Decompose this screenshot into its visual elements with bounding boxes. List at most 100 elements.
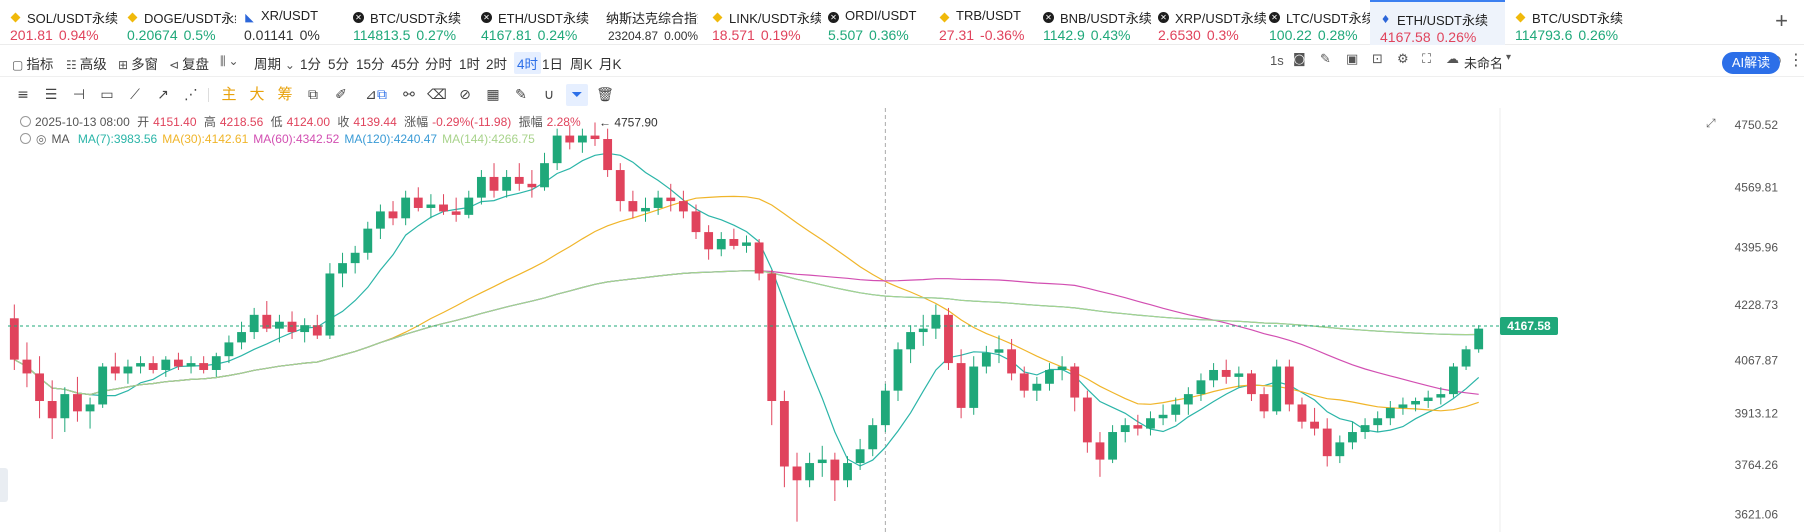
ticker-name: BTC/USDT永续 [1532, 11, 1624, 26]
chart-type-button[interactable]: ⫼ ⌄ [220, 53, 242, 69]
eraser-icon[interactable]: ⌫ [427, 87, 447, 103]
more-lines-icon[interactable]: ⋰ [184, 87, 198, 103]
replay-button[interactable]: ⊲ 复盘 [169, 57, 210, 72]
horizontal-ray-icon[interactable]: ⊣ [72, 87, 86, 103]
interval-button[interactable]: 4时 [514, 52, 542, 74]
chevron-down-icon: ⌄ [281, 58, 295, 72]
edit-icon[interactable]: ✎ [1320, 52, 1331, 67]
ticker-price: 4167.81 [481, 27, 532, 43]
calendar-icon[interactable]: ▦ [486, 87, 500, 103]
interval-button[interactable]: 1时 [459, 57, 481, 72]
lock-icon[interactable]: ⊘ [459, 87, 471, 103]
ticker-change: 0.28% [1317, 27, 1358, 43]
ticker-quote: 100.22 0.28% [1269, 27, 1358, 43]
ticker-6[interactable]: LINK/USDT永续 18.571 0.19% [702, 0, 821, 45]
interval-button[interactable]: 1分 [300, 57, 322, 72]
edit-icon[interactable]: ✎ [515, 87, 527, 103]
advanced-button[interactable]: ☷ 高级 [66, 57, 107, 72]
ticker-quote: 0.01141 0% [244, 27, 320, 43]
interval-button[interactable]: 周K [570, 57, 593, 72]
candle-body [729, 238, 739, 246]
window-icon[interactable]: ▣ [1346, 52, 1359, 67]
interval-button[interactable]: 2时 [486, 57, 508, 72]
candle-body [1095, 442, 1105, 460]
ticker-change: 0.24% [537, 27, 578, 43]
interval-button[interactable]: 15分 [356, 57, 385, 72]
trend-line-icon[interactable]: ⟋ [130, 87, 140, 103]
multi-window-button[interactable]: ⊞ 多窗 [118, 57, 159, 72]
trash-icon[interactable]: 🗑 [596, 87, 614, 103]
ticker-7[interactable]: ✕ ORDI/USDT 5.507 0.36% [818, 0, 929, 45]
ticker-price: 114813.5 [353, 27, 411, 43]
copy-icon[interactable]: ⧉ [308, 87, 318, 103]
ticker-name: BNB/USDT永续 [1060, 11, 1152, 26]
copy-blue-icon[interactable]: ⧉ [377, 87, 387, 103]
layout-icon[interactable]: ⊡ [1372, 52, 1383, 67]
ticker-price: 114793.6 [1515, 27, 1573, 43]
ruler-icon[interactable]: ⊿ [365, 87, 377, 103]
main-chart-button[interactable]: 主 [221, 86, 237, 103]
big-order-button[interactable]: 大 [249, 86, 265, 103]
ticker-quote: 4167.58 0.26% [1380, 29, 1476, 45]
cloud-icon[interactable]: ☁ [1446, 52, 1459, 67]
candle-body [1297, 404, 1307, 422]
candle-body [1322, 428, 1332, 457]
candle-body [1108, 432, 1118, 460]
interval-button[interactable]: 5分 [328, 57, 350, 72]
ticker-10[interactable]: ✕ XRP/USDT永续 2.6530 0.3% [1148, 0, 1267, 45]
camera-icon[interactable]: ◙ [1293, 52, 1306, 67]
more-icon[interactable]: ⋮ [1788, 50, 1804, 69]
candle-body [413, 197, 423, 208]
ticker-name: SOL/USDT永续 [27, 11, 119, 26]
ticker-5[interactable]: 纳斯达克综合指数 23204.87 0.00% [598, 0, 702, 45]
side-panel-handle[interactable] [0, 468, 8, 502]
magnet-icon[interactable]: ∪ [543, 87, 555, 103]
ticker-11[interactable]: ✕ LTC/USDT永续 100.22 0.28% [1259, 0, 1375, 45]
interval-button[interactable]: 1日 [542, 57, 564, 72]
pencil-icon[interactable]: ✐ [335, 87, 347, 103]
fullscreen-icon[interactable]: ⛶ [1422, 52, 1432, 67]
ticker-change: 0.36% [869, 27, 909, 43]
add-ticker-icon[interactable]: + [1775, 8, 1788, 33]
collapse-icon[interactable] [20, 133, 31, 144]
ticker-change: 0.3% [1206, 27, 1239, 43]
horizontal-lines-icon[interactable]: ☰ [44, 87, 58, 103]
ai-analysis-button[interactable]: AI解读 [1722, 52, 1780, 74]
link-icon[interactable]: ⚯ [403, 87, 415, 103]
candle-body [1209, 369, 1219, 381]
interval-button[interactable]: 分时 [425, 57, 452, 72]
candle-body [893, 349, 903, 391]
xr-logo-icon: ◣ [245, 11, 254, 24]
collapse-icon[interactable] [20, 116, 31, 127]
indicators-button[interactable]: ▢ 指标 [12, 57, 54, 72]
layout-name[interactable]: 未命名 [1464, 56, 1504, 71]
ticker-8[interactable]: TRB/USDT 27.31 -0.36% [929, 0, 1033, 45]
coin-diamond-icon [939, 12, 950, 23]
interval-button[interactable]: 45分 [391, 57, 420, 72]
filter-icon[interactable]: ⏷ [566, 84, 588, 106]
candle-body [85, 404, 95, 412]
chips-button[interactable]: 筹 [277, 86, 293, 103]
menu-icon[interactable]: ≡ [17, 87, 29, 103]
ticker-4[interactable]: ✕ ETH/USDT永续 4167.81 0.24% [471, 0, 598, 45]
ticker-3[interactable]: ✕ BTC/USDT永续 114813.5 0.27% [343, 0, 471, 45]
ticker-0[interactable]: SOL/USDT永续 201.81 0.94% [0, 0, 119, 45]
ticker-12[interactable]: ♦ ETH/USDT永续 4167.58 0.26% [1370, 0, 1505, 45]
interval-button[interactable]: 月K [599, 57, 622, 72]
period-button[interactable]: 周期 ⌄ [254, 57, 295, 72]
chevron-down-icon[interactable]: ▾ [1506, 52, 1512, 63]
eye-icon[interactable]: ◎ [36, 132, 47, 146]
ticker-13[interactable]: BTC/USDT永续 114793.6 0.26% [1505, 0, 1635, 45]
candlestick-chart[interactable]: 4750.52 4569.81 4395.96 4228.73 4067.87 3913.… [0, 108, 1804, 532]
settings-icon[interactable]: ⚙ [1397, 52, 1409, 67]
refresh-rate-label[interactable]: 1s [1270, 53, 1284, 68]
ray-arrow-icon[interactable]: ↗ [157, 87, 169, 103]
rectangle-icon[interactable]: ▭ [100, 87, 114, 103]
ticker-name: TRB/USDT [956, 8, 1021, 23]
eth-logo-icon: ♦ [1380, 13, 1391, 26]
ticker-9[interactable]: ✕ BNB/USDT永续 1142.9 0.43% [1033, 0, 1152, 45]
ticker-1[interactable]: DOGE/USDT永续0.20674 0.5% [117, 0, 236, 45]
ticker-2[interactable]: ◣ XR/USDT 0.01141 0% [234, 0, 343, 45]
expand-icon[interactable]: ⤢ [1706, 116, 1716, 130]
ticker-quote: 27.31 -0.36% [939, 27, 1024, 43]
